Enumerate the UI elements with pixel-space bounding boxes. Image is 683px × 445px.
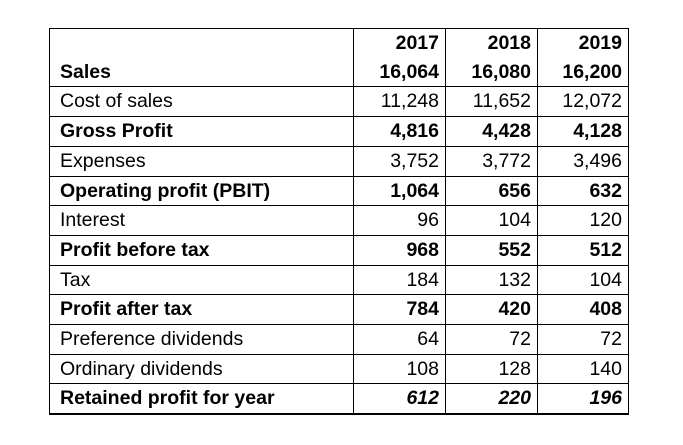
value-2019: 104 bbox=[537, 265, 629, 296]
value-2019: 3,496 bbox=[537, 146, 629, 177]
table-row-cost-of-sales: Cost of sales 11,248 11,652 12,072 bbox=[49, 86, 629, 118]
value-2019: 120 bbox=[537, 205, 629, 236]
value-2018: 420 bbox=[445, 294, 538, 326]
table-row-sales: Sales 16,064 16,080 16,200 bbox=[49, 57, 629, 88]
table-row-tax: Tax 184 132 104 bbox=[49, 265, 629, 296]
table-row-interest: Interest 96 104 120 bbox=[49, 205, 629, 236]
value-2019: 72 bbox=[537, 324, 629, 355]
table-row-retained-profit: Retained profit for year 612 220 196 bbox=[49, 383, 629, 416]
value-2018: 132 bbox=[445, 265, 538, 296]
value-2017: 16,064 bbox=[353, 57, 446, 88]
row-label: Preference dividends bbox=[49, 324, 354, 355]
value-2017: 3,752 bbox=[353, 146, 446, 177]
table-row-gross-profit: Gross Profit 4,816 4,428 4,128 bbox=[49, 116, 629, 147]
value-2018: 220 bbox=[445, 383, 538, 416]
value-2019: 16,200 bbox=[537, 57, 629, 88]
value-2018: 4,428 bbox=[445, 116, 538, 147]
value-2017: 784 bbox=[353, 294, 446, 326]
header-blank-cell bbox=[49, 27, 354, 58]
row-label: Profit after tax bbox=[49, 294, 354, 326]
value-2018: 128 bbox=[445, 354, 538, 385]
financial-table-container: 2017 2018 2019 Sales 16,064 16,080 16,20… bbox=[49, 27, 629, 416]
value-2019: 408 bbox=[537, 294, 629, 326]
table-row-preference-dividends: Preference dividends 64 72 72 bbox=[49, 324, 629, 355]
value-2018: 104 bbox=[445, 205, 538, 236]
value-2017: 968 bbox=[353, 235, 446, 266]
row-label: Sales bbox=[49, 57, 354, 88]
value-2018: 11,652 bbox=[445, 86, 538, 118]
value-2018: 16,080 bbox=[445, 57, 538, 88]
profit-and-loss-table: 2017 2018 2019 Sales 16,064 16,080 16,20… bbox=[49, 27, 629, 416]
row-label: Cost of sales bbox=[49, 86, 354, 118]
row-label: Tax bbox=[49, 265, 354, 296]
value-2017: 96 bbox=[353, 205, 446, 236]
row-label: Ordinary dividends bbox=[49, 354, 354, 385]
value-2017: 108 bbox=[353, 354, 446, 385]
row-label: Interest bbox=[49, 205, 354, 236]
row-label: Profit before tax bbox=[49, 235, 354, 266]
row-label: Gross Profit bbox=[49, 116, 354, 147]
value-2019: 196 bbox=[537, 383, 629, 416]
value-2017: 612 bbox=[353, 383, 446, 416]
year-header-row: 2017 2018 2019 bbox=[49, 27, 629, 58]
table-row-operating-profit: Operating profit (PBIT) 1,064 656 632 bbox=[49, 176, 629, 207]
row-label: Retained profit for year bbox=[49, 383, 354, 416]
row-label: Operating profit (PBIT) bbox=[49, 176, 354, 207]
value-2018: 72 bbox=[445, 324, 538, 355]
table-row-profit-before-tax: Profit before tax 968 552 512 bbox=[49, 235, 629, 266]
value-2019: 140 bbox=[537, 354, 629, 385]
value-2017: 184 bbox=[353, 265, 446, 296]
value-2017: 1,064 bbox=[353, 176, 446, 207]
year-header-2017: 2017 bbox=[353, 27, 446, 58]
value-2019: 512 bbox=[537, 235, 629, 266]
value-2018: 656 bbox=[445, 176, 538, 207]
value-2017: 64 bbox=[353, 324, 446, 355]
value-2017: 11,248 bbox=[353, 86, 446, 118]
value-2018: 3,772 bbox=[445, 146, 538, 177]
year-header-2018: 2018 bbox=[445, 27, 538, 58]
value-2017: 4,816 bbox=[353, 116, 446, 147]
value-2019: 4,128 bbox=[537, 116, 629, 147]
value-2019: 12,072 bbox=[537, 86, 629, 118]
value-2018: 552 bbox=[445, 235, 538, 266]
table-row-profit-after-tax: Profit after tax 784 420 408 bbox=[49, 294, 629, 326]
year-header-2019: 2019 bbox=[537, 27, 629, 58]
table-row-ordinary-dividends: Ordinary dividends 108 128 140 bbox=[49, 354, 629, 385]
table-row-expenses: Expenses 3,752 3,772 3,496 bbox=[49, 146, 629, 177]
value-2019: 632 bbox=[537, 176, 629, 207]
row-label: Expenses bbox=[49, 146, 354, 177]
